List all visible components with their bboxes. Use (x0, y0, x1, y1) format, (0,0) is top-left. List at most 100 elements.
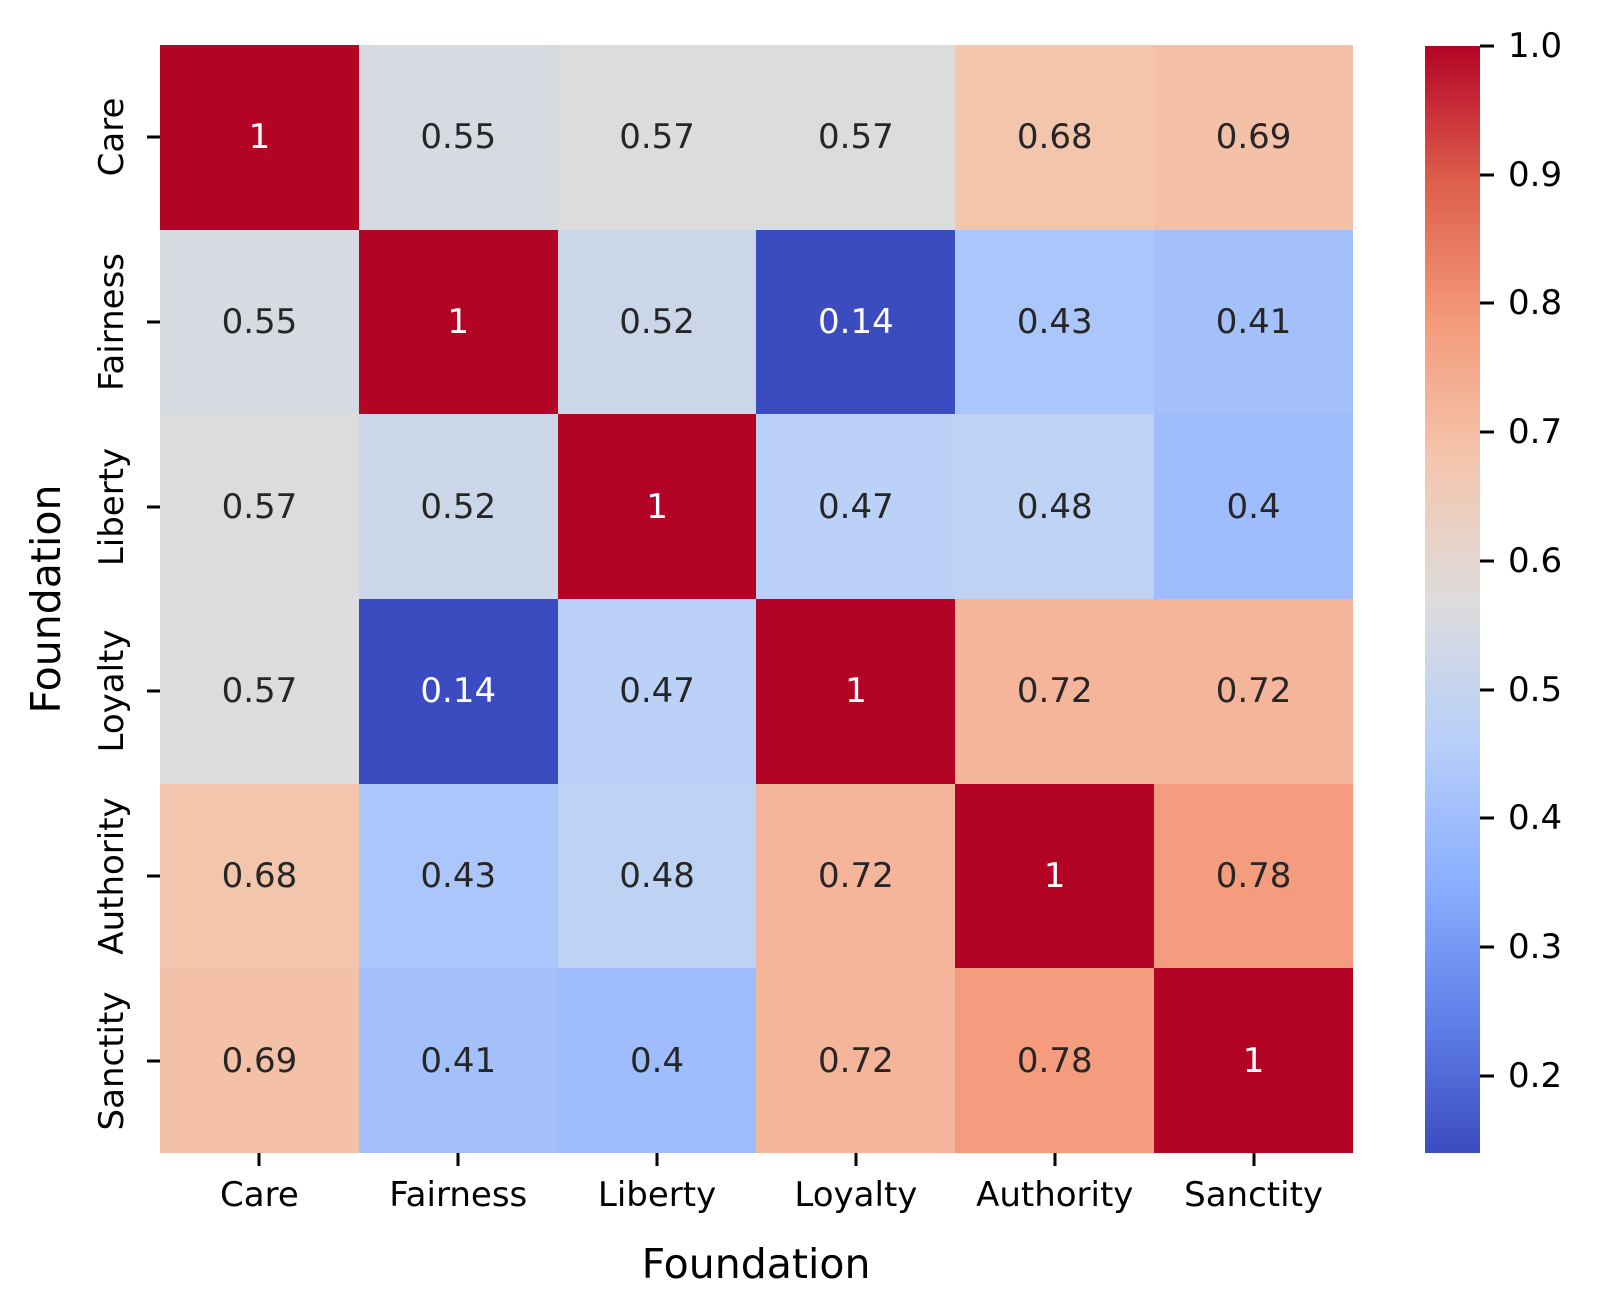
heatmap-cell: 0.14 (756, 229, 956, 415)
colorbar-tick-label: 0.9 (1508, 154, 1563, 195)
colorbar-tick-mark (1480, 430, 1494, 434)
cell-annotation: 0.48 (1016, 486, 1093, 527)
heatmap-cell: 0.72 (955, 599, 1155, 784)
cell-annotation: 0.43 (1016, 301, 1093, 342)
heatmap-cell: 0.69 (1154, 45, 1353, 230)
y-tick-label: Liberty (92, 447, 132, 566)
x-tick-label: Fairness (389, 1175, 528, 1215)
colorbar-tick-mark (1480, 559, 1494, 563)
colorbar-tick-mark (1480, 688, 1494, 692)
cell-annotation: 0.72 (818, 1040, 894, 1081)
heatmap-grid: 1 0.55 0.57 0.57 0.68 0.69 0.55 1 0.52 0.14 0.43 0.… (160, 45, 1353, 1153)
heatmap-cell: 0.57 (160, 414, 359, 599)
heatmap-cell: 0.14 (358, 599, 558, 784)
heatmap-cell: 1 (160, 45, 359, 230)
heatmap-cell: 1 (358, 229, 558, 415)
colorbar-tick-mark (1480, 945, 1494, 949)
colorbar-tick-label: 0.2 (1508, 1055, 1563, 1096)
y-tick-mark (147, 505, 160, 509)
heatmap-cell: 1 (756, 599, 956, 784)
cell-annotation: 0.57 (221, 486, 298, 527)
cell-annotation: 0.55 (221, 301, 298, 342)
heatmap-cell: 0.72 (756, 783, 956, 969)
heatmap-cell: 0.69 (160, 968, 359, 1153)
y-tick-label: Authority (92, 797, 132, 955)
x-tick-mark (1252, 1153, 1256, 1166)
heatmap-cell: 0.52 (358, 414, 558, 599)
x-tick-mark (1053, 1153, 1057, 1166)
heatmap-cell: 0.4 (1154, 414, 1353, 599)
y-tick-mark (147, 320, 160, 324)
colorbar-tick-mark (1480, 1074, 1494, 1078)
cell-annotation: 0.72 (1016, 671, 1093, 712)
heatmap-cell: 0.43 (358, 783, 558, 969)
cell-annotation: 1 (845, 671, 867, 712)
x-tick-label: Loyalty (794, 1175, 918, 1215)
cell-annotation: 0.14 (818, 301, 894, 342)
heatmap-cell: 0.68 (160, 783, 359, 969)
heatmap-cell: 0.41 (358, 968, 558, 1153)
colorbar-tick-mark (1480, 301, 1494, 305)
cell-annotation: 0.72 (1215, 671, 1292, 712)
x-tick-mark (257, 1153, 261, 1166)
colorbar-tick-mark (1480, 173, 1494, 177)
cell-annotation: 0.72 (818, 855, 894, 896)
heatmap-cell: 0.68 (955, 45, 1155, 230)
y-axis-title: Foundation (22, 484, 70, 714)
heatmap-cell: 0.72 (1154, 599, 1353, 784)
x-axis-title: Foundation (641, 1240, 871, 1288)
x-tick-label: Authority (976, 1175, 1134, 1215)
heatmap-cell: 0.52 (557, 229, 757, 415)
heatmap-cell: 0.57 (557, 45, 757, 230)
colorbar-tick-label: 0.4 (1508, 798, 1563, 839)
colorbar (1425, 46, 1480, 1153)
cell-annotation: 0.69 (1215, 117, 1292, 158)
cell-annotation: 1 (1043, 855, 1066, 896)
cell-annotation: 0.52 (619, 301, 695, 342)
y-tick-mark (147, 689, 160, 693)
cell-annotation: 0.57 (221, 671, 298, 712)
x-tick-label: Care (220, 1175, 299, 1215)
y-tick-mark (147, 1059, 160, 1063)
cell-annotation: 0.48 (619, 855, 695, 896)
heatmap-cell: 0.47 (557, 599, 757, 784)
x-tick-mark (655, 1153, 659, 1166)
cell-annotation: 0.43 (420, 855, 497, 896)
heatmap-cell: 0.78 (1154, 783, 1353, 969)
colorbar-tick-mark (1480, 816, 1494, 820)
heatmap-cell: 0.43 (955, 229, 1155, 415)
cell-annotation: 0.69 (221, 1040, 298, 1081)
heatmap-cell: 0.55 (160, 229, 359, 415)
y-tick-mark (147, 874, 160, 878)
cell-annotation: 0.57 (818, 117, 894, 158)
cell-annotation: 0.68 (221, 855, 298, 896)
x-tick-mark (456, 1153, 460, 1166)
heatmap-cell: 1 (1154, 968, 1353, 1153)
cell-annotation: 0.78 (1016, 1040, 1093, 1081)
cell-annotation: 0.78 (1215, 855, 1292, 896)
colorbar-tick-label: 0.5 (1508, 669, 1563, 710)
heatmap-cell: 0.55 (358, 45, 558, 230)
heatmap-cell: 0.41 (1154, 229, 1353, 415)
y-tick-label: Sanctity (92, 991, 132, 1131)
heatmap-cell: 1 (955, 783, 1155, 969)
heatmap-cell: 1 (557, 414, 757, 599)
heatmap-cell: 0.47 (756, 414, 956, 599)
heatmap-cell: 0.48 (955, 414, 1155, 599)
cell-annotation: 0.52 (420, 486, 497, 527)
cell-annotation: 0.55 (420, 117, 497, 158)
x-tick-mark (854, 1153, 858, 1166)
heatmap-cell: 0.57 (756, 45, 956, 230)
cell-annotation: 0.57 (619, 117, 695, 158)
colorbar-tick-label: 0.6 (1508, 540, 1563, 581)
cell-annotation: 1 (646, 486, 668, 527)
heatmap-cell: 0.72 (756, 968, 956, 1153)
cell-annotation: 0.41 (1215, 301, 1292, 342)
colorbar-tick-label: 1.0 (1508, 26, 1563, 66)
cell-annotation: 0.14 (420, 671, 497, 712)
x-tick-label: Sanctity (1184, 1175, 1324, 1215)
cell-annotation: 0.47 (818, 486, 894, 527)
cell-annotation: 1 (1242, 1040, 1265, 1081)
cell-annotation: 0.47 (619, 671, 695, 712)
y-tick-mark (147, 135, 160, 139)
